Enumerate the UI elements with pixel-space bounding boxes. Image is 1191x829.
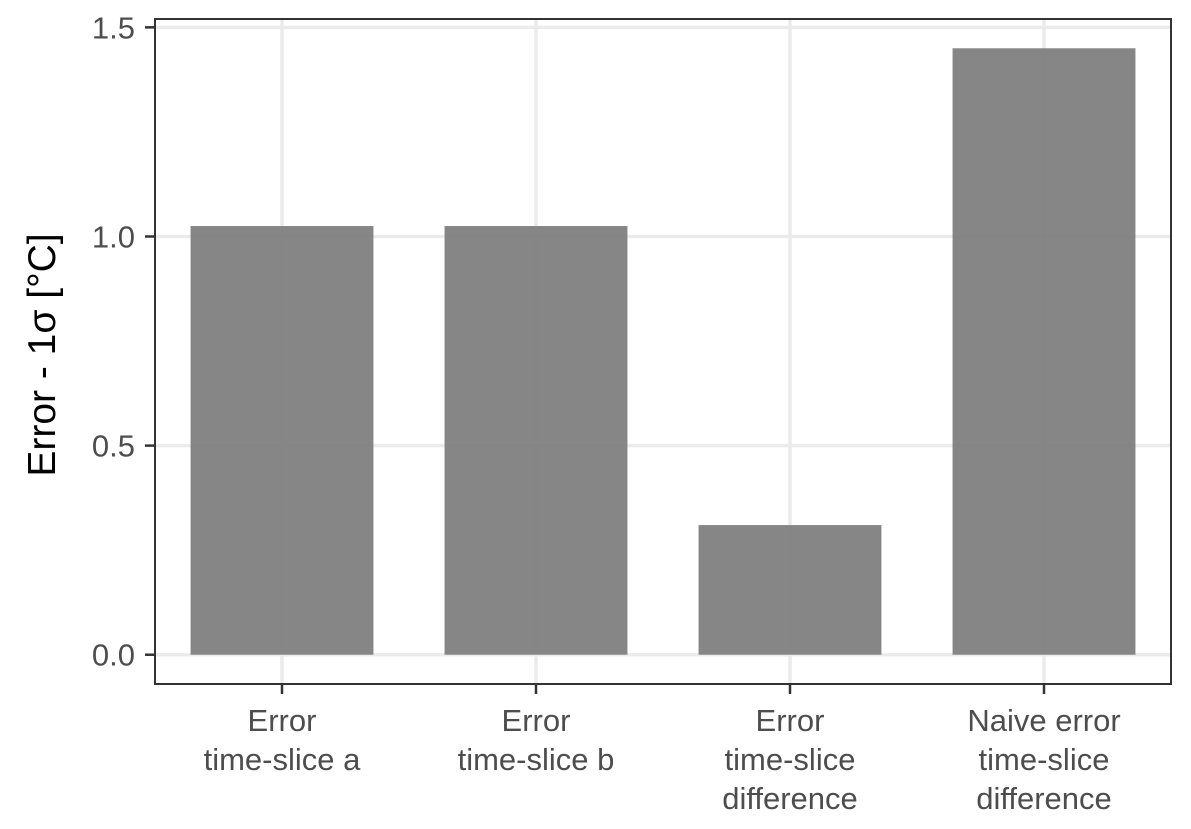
x-tick-label: Error [502, 703, 571, 738]
bars [190, 48, 1136, 655]
y-tick-label: 1.0 [92, 219, 135, 254]
x-tick-label: Error [756, 703, 825, 738]
y-axis-title: Error - 1σ [°C] [21, 233, 64, 476]
x-tick-label: time-slice a [204, 742, 362, 777]
panel-border [154, 18, 1172, 685]
x-tick-label: difference [976, 781, 1112, 816]
bar [444, 226, 628, 655]
bar [190, 226, 374, 655]
x-tick-label: Error [248, 703, 317, 738]
y-axis: 0.0 0.5 1.0 1.5 [92, 10, 155, 673]
y-tick-label: 0.5 [92, 429, 135, 464]
x-tick-label: Naive error [967, 703, 1120, 738]
y-tick-label: 1.5 [92, 10, 135, 45]
y-tick-label: 0.0 [92, 638, 135, 673]
x-tick-label: time-slice [725, 742, 856, 777]
bar [698, 525, 882, 655]
x-tick-label: time-slice [979, 742, 1110, 777]
x-axis: Error time-slice a Error time-slice b Error t… [204, 684, 1121, 816]
x-tick-label: difference [722, 781, 858, 816]
bar [952, 48, 1136, 655]
x-tick-label: time-slice b [458, 742, 615, 777]
